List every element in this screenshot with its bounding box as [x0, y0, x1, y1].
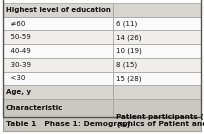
Bar [113, 17, 201, 30]
Text: 10 (19): 10 (19) [116, 48, 142, 54]
Text: 8 (15): 8 (15) [116, 62, 137, 68]
Bar [3, 117, 201, 131]
Bar [3, 44, 113, 58]
Bar [113, 30, 201, 44]
Bar [113, 3, 201, 17]
Bar [3, 85, 113, 99]
Text: Characteristic: Characteristic [6, 105, 63, 111]
Text: <30: <30 [6, 75, 25, 81]
Text: Patient participants (n = 53),
(%): Patient participants (n = 53), (%) [116, 114, 204, 127]
Text: Age, y: Age, y [6, 89, 31, 95]
Text: ≠60: ≠60 [6, 21, 25, 27]
Bar [3, 17, 113, 30]
Bar [113, 44, 201, 58]
Bar [3, 58, 113, 72]
Bar [113, 99, 201, 117]
Bar [113, 72, 201, 85]
Text: Highest level of education: Highest level of education [6, 7, 111, 13]
Bar [113, 85, 201, 99]
Text: 30-39: 30-39 [6, 62, 31, 68]
Text: 50-59: 50-59 [6, 34, 31, 40]
Text: 15 (28): 15 (28) [116, 75, 141, 82]
Text: 40-49: 40-49 [6, 48, 31, 54]
Bar [3, 30, 113, 44]
Bar [3, 99, 113, 117]
Bar [113, 58, 201, 72]
Text: Table 1   Phase 1: Demographics of Patient and Provider Int: Table 1 Phase 1: Demographics of Patient… [6, 121, 204, 127]
Text: 6 (11): 6 (11) [116, 20, 137, 27]
Bar [3, 3, 113, 17]
Bar [3, 72, 113, 85]
Text: 14 (26): 14 (26) [116, 34, 141, 41]
